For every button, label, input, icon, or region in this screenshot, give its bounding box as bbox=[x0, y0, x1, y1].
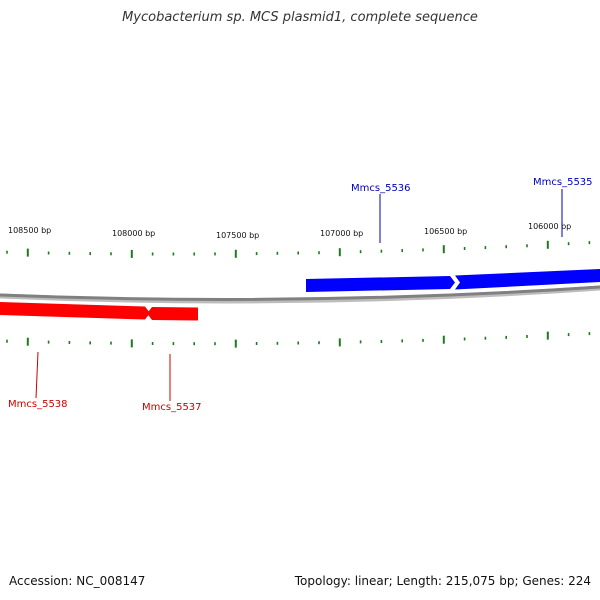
gene-arrow-mmcs-5537[interactable] bbox=[147, 307, 198, 321]
gene-arrow-mmcs-5538[interactable] bbox=[0, 302, 150, 320]
reverse-genes bbox=[0, 302, 198, 401]
gene-label-leader bbox=[35, 351, 39, 399]
gene-label-mmcs-5537[interactable]: Mmcs_5537 bbox=[142, 402, 202, 413]
tick-marks-top bbox=[6, 240, 591, 258]
tick-label: 108000 bp bbox=[112, 229, 155, 238]
tick-label: 107500 bp bbox=[216, 231, 259, 240]
gene-arrow-mmcs-5535[interactable] bbox=[455, 269, 600, 290]
tick-label: 107000 bp bbox=[320, 229, 363, 238]
gene-label-mmcs-5536[interactable]: Mmcs_5536 bbox=[351, 183, 411, 194]
tick-labels: 108500 bp 108000 bp 107500 bp 107000 bp … bbox=[8, 222, 571, 240]
gene-label-mmcs-5538[interactable]: Mmcs_5538 bbox=[8, 399, 68, 410]
tick-label: 108500 bp bbox=[8, 226, 51, 235]
genome-summary-text: Topology: linear; Length: 215,075 bp; Ge… bbox=[294, 574, 591, 588]
tick-label: 106000 bp bbox=[528, 222, 571, 231]
accession-text: Accession: NC_008147 bbox=[9, 574, 146, 588]
backbone bbox=[0, 285, 600, 301]
forward-genes bbox=[306, 189, 600, 292]
gene-arrow-mmcs-5536[interactable] bbox=[306, 276, 455, 292]
page-title: Mycobacterium sp. MCS plasmid1, complete… bbox=[122, 10, 478, 25]
gene-label-mmcs-5535[interactable]: Mmcs_5535 bbox=[533, 177, 593, 188]
tick-marks-bottom bbox=[6, 331, 591, 348]
tick-label: 106500 bp bbox=[424, 227, 467, 236]
